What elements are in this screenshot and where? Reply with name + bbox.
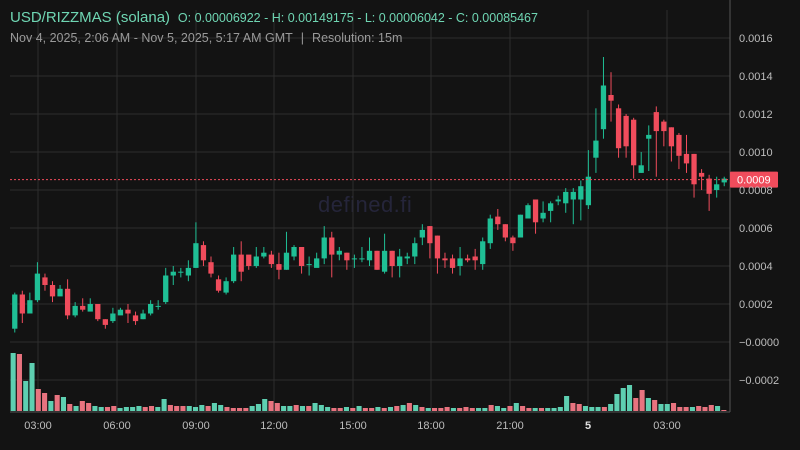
x-tick-label: 06:00	[103, 420, 131, 432]
volume-bars	[10, 353, 727, 411]
chart-header: USD/RIZZMAS (solana) O: 0.00006922 - H: …	[10, 9, 538, 45]
ohlc-values: O: 0.00006922 - H: 0.00149175 - L: 0.000…	[177, 11, 538, 25]
x-tick-label: 12:00	[260, 420, 288, 432]
y-tick-label: 0.0002	[739, 299, 773, 311]
subtitle-line: Nov 4, 2025, 2:06 AM - Nov 5, 2025, 5:17…	[10, 31, 538, 45]
y-tick-label: 0.0012	[739, 109, 773, 121]
y-tick-label: 0.0008	[739, 185, 773, 197]
y-tick-label: 0.0004	[739, 261, 773, 273]
y-tick-label: 0.0006	[739, 223, 773, 235]
x-tick-label: 21:00	[496, 420, 524, 432]
y-tick-label: 0.0010	[739, 147, 773, 159]
x-tick-label: 09:00	[182, 420, 210, 432]
current-price-line: 0.0009	[10, 171, 778, 188]
current-price-badge	[730, 171, 778, 188]
x-tick-label: 15:00	[339, 420, 367, 432]
x-tick-label: 18:00	[417, 420, 445, 432]
grid-lines	[10, 0, 731, 413]
y-tick-label: −0.0002	[739, 375, 779, 387]
resolution: Resolution: 15m	[312, 31, 403, 45]
x-tick-label: 5	[585, 420, 591, 432]
watermark: defined.fi	[318, 192, 413, 217]
time-axis[interactable]: 03:00 06:00 09:00 12:00 15:00 18:00 21:00 5 03:0…	[24, 420, 681, 432]
current-price-label: 0.0009	[737, 175, 771, 187]
y-tick-label: 0.0016	[739, 33, 773, 45]
pair-title: USD/RIZZMAS (solana)	[10, 9, 171, 26]
x-tick-label: 03:00	[653, 420, 681, 432]
y-tick-label: 0.0014	[739, 71, 773, 83]
separator: |	[300, 31, 305, 45]
price-axis[interactable]: 0.0016 0.0014 0.0012 0.0010 0.0008 0.0006 0.00…	[739, 33, 779, 387]
candles	[12, 57, 727, 333]
title-line: USD/RIZZMAS (solana) O: 0.00006922 - H: …	[10, 9, 538, 26]
date-range: Nov 4, 2025, 2:06 AM - Nov 5, 2025, 5:17…	[10, 31, 293, 45]
y-tick-label: −0.0000	[739, 337, 779, 349]
x-tick-label: 03:00	[24, 420, 52, 432]
